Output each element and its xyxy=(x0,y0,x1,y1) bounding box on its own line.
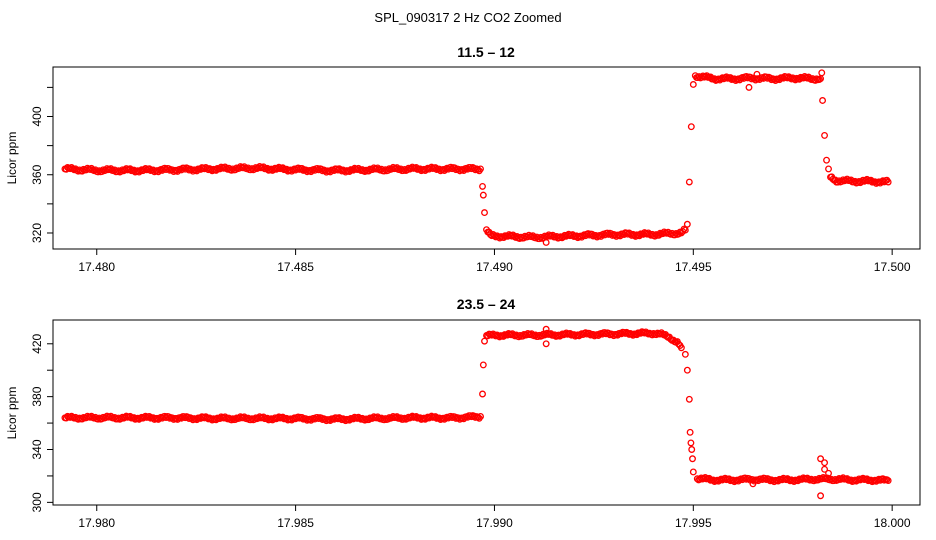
x-tick-label: 18.000 xyxy=(874,516,911,530)
data-point xyxy=(481,337,488,345)
figure-title: SPL_090317 2 Hz CO2 Zoomed xyxy=(374,10,561,25)
data-point xyxy=(823,156,830,164)
data-point xyxy=(884,178,892,186)
data-point xyxy=(817,492,825,500)
x-tick-label: 17.985 xyxy=(277,516,314,530)
x-tick-label: 17.980 xyxy=(78,516,115,530)
y-axis-label: Licor ppm xyxy=(5,387,19,440)
data-point xyxy=(753,70,761,78)
y-tick-label: 420 xyxy=(30,333,44,353)
y-tick-label: 320 xyxy=(30,223,44,243)
data-point xyxy=(819,97,827,104)
data-point xyxy=(555,234,563,242)
axis-ticks: 17.980 17.985 17.990 17.995 18.000 300 340 380 4… xyxy=(30,333,911,530)
y-tick-label: 300 xyxy=(30,492,44,512)
x-tick-label: 17.480 xyxy=(78,260,115,274)
data-point xyxy=(687,123,695,131)
data-point xyxy=(810,477,818,485)
data-point xyxy=(821,131,828,139)
data-point xyxy=(69,165,77,173)
data-point xyxy=(685,178,693,186)
data-point xyxy=(762,73,770,81)
data-point xyxy=(542,340,550,348)
axis-ticks: 17.480 17.485 17.490 17.495 17.500 320 360 400 xyxy=(30,86,911,274)
x-tick-label: 17.995 xyxy=(675,516,712,530)
data-point xyxy=(559,233,567,241)
data-point xyxy=(536,235,543,243)
chart-panel-top: 11.5 – 12 Licor ppm 17.480 17.485 17.490 17… xyxy=(5,44,921,274)
chart-panel-bottom: 23.5 – 24 Licor ppm 17.980 17.985 17.990 17… xyxy=(5,296,921,530)
data-point xyxy=(749,480,757,488)
data-point xyxy=(745,83,753,91)
data-point xyxy=(681,350,689,358)
data-point xyxy=(688,446,696,453)
data-point xyxy=(481,209,488,217)
data-points xyxy=(61,325,892,500)
data-point xyxy=(805,73,813,81)
x-tick-label: 17.485 xyxy=(277,260,314,274)
data-point xyxy=(689,468,697,476)
y-tick-label: 360 xyxy=(30,164,44,184)
data-point xyxy=(681,226,689,234)
data-point xyxy=(542,238,550,246)
data-point xyxy=(677,344,685,352)
data-point xyxy=(821,459,828,467)
panel-title: 23.5 – 24 xyxy=(457,296,516,312)
data-point xyxy=(477,413,484,420)
data-point xyxy=(477,165,484,173)
y-tick-label: 380 xyxy=(30,386,44,406)
data-point xyxy=(817,455,825,463)
y-tick-label: 340 xyxy=(30,439,44,459)
data-point xyxy=(742,73,750,80)
data-point xyxy=(686,428,694,436)
data-point xyxy=(491,232,498,240)
plot-frame xyxy=(52,66,921,250)
data-points xyxy=(61,69,892,246)
data-point xyxy=(479,361,487,369)
data-point xyxy=(821,465,828,473)
data-point xyxy=(683,220,691,228)
data-point xyxy=(671,231,679,239)
plot-frame xyxy=(52,319,921,506)
data-point xyxy=(683,366,691,374)
data-point xyxy=(854,179,862,187)
data-point xyxy=(689,81,697,88)
x-tick-label: 17.500 xyxy=(874,260,911,274)
panel-title: 11.5 – 12 xyxy=(457,44,515,60)
data-point xyxy=(818,69,826,77)
data-point xyxy=(117,167,125,175)
data-point xyxy=(685,395,693,403)
x-tick-label: 17.495 xyxy=(675,260,712,274)
data-point xyxy=(761,474,769,482)
y-tick-label: 400 xyxy=(30,106,44,126)
x-tick-label: 17.990 xyxy=(476,516,513,530)
data-point xyxy=(479,182,486,190)
data-point xyxy=(479,390,486,398)
data-point xyxy=(825,165,832,173)
data-point xyxy=(680,225,688,233)
data-point xyxy=(542,325,550,333)
data-point xyxy=(689,455,696,463)
data-point xyxy=(687,439,695,447)
data-point xyxy=(479,191,487,199)
y-axis-label: Licor ppm xyxy=(5,132,19,185)
data-point xyxy=(825,469,832,477)
x-tick-label: 17.490 xyxy=(476,260,513,274)
data-point xyxy=(884,477,892,484)
